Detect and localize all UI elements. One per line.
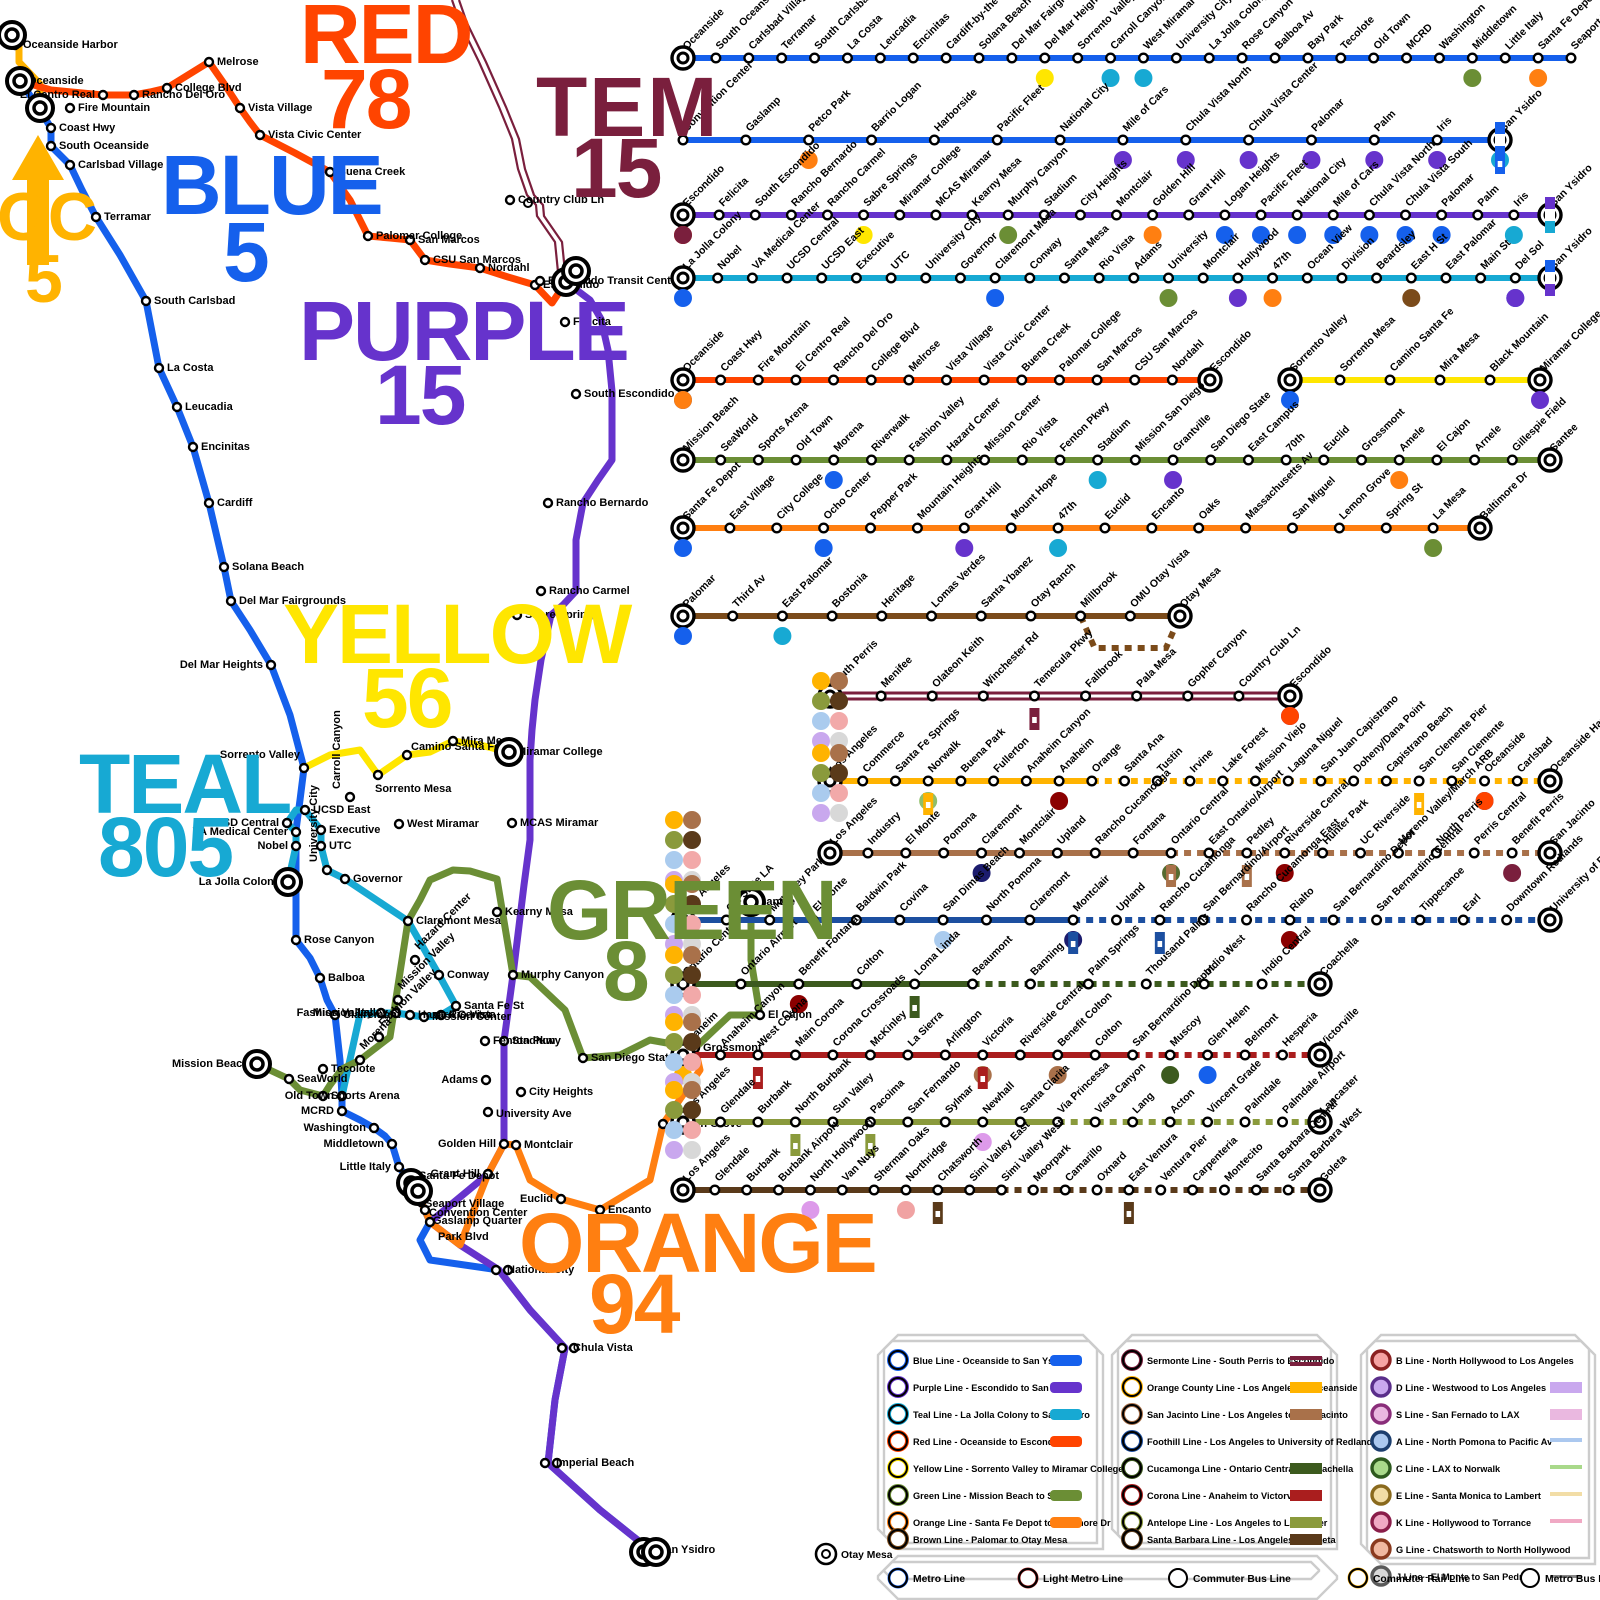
- svg-text:Sorrento Mesa: Sorrento Mesa: [375, 783, 452, 795]
- svg-text:A Line - North Pomona to Pacif: A Line - North Pomona to Pacific Av: [1396, 1437, 1553, 1447]
- svg-text:Old Town: Old Town: [285, 1090, 335, 1102]
- svg-text:5: 5: [25, 241, 61, 317]
- svg-text:8: 8: [603, 924, 648, 1018]
- svg-text:Del Mar Heights: Del Mar Heights: [180, 659, 263, 671]
- svg-text:Melrose: Melrose: [217, 56, 259, 68]
- svg-text:Metro Bus Line: Metro Bus Line: [1545, 1574, 1600, 1585]
- svg-text:ORANGE: ORANGE: [519, 1196, 876, 1290]
- svg-text:Carlsbad Village: Carlsbad Village: [78, 159, 163, 171]
- svg-text:Fashion Valley: Fashion Valley: [297, 1007, 374, 1019]
- svg-text:Metro Line: Metro Line: [913, 1574, 965, 1585]
- svg-text:56: 56: [362, 651, 451, 745]
- svg-text:5: 5: [223, 205, 268, 299]
- svg-text:Blue Line - Oceanside to San Y: Blue Line - Oceanside to San Ysidro: [913, 1356, 1071, 1366]
- svg-text:15: 15: [571, 121, 661, 215]
- svg-text:Encinitas: Encinitas: [201, 441, 250, 453]
- svg-text:Nobel: Nobel: [257, 840, 288, 852]
- svg-text:Orange County Line - Los Angel: Orange County Line - Los Angeles to Ocea…: [1147, 1383, 1358, 1393]
- svg-text:78: 78: [321, 52, 411, 146]
- svg-text:YELLOW: YELLOW: [283, 587, 633, 681]
- svg-text:15: 15: [375, 348, 465, 442]
- svg-text:Vista Village: Vista Village: [248, 102, 312, 114]
- svg-text:Cardiff: Cardiff: [217, 497, 253, 509]
- svg-text:D Line - Westwood to Los Angel: D Line - Westwood to Los Angeles: [1396, 1383, 1546, 1393]
- svg-text:Commuter Bus Line: Commuter Bus Line: [1193, 1574, 1291, 1585]
- svg-text:University City: University City: [308, 784, 320, 862]
- svg-text:Fire Mountain: Fire Mountain: [78, 102, 150, 114]
- svg-text:MCAS Miramar: MCAS Miramar: [520, 817, 599, 829]
- svg-text:G Line - Chatsworth to North H: G Line - Chatsworth to North Hollywood: [1396, 1545, 1571, 1555]
- svg-text:South Escondido: South Escondido: [584, 388, 675, 400]
- svg-text:Balboa: Balboa: [328, 972, 366, 984]
- svg-text:Miramar College: Miramar College: [517, 746, 603, 758]
- svg-text:Claremont Mesa: Claremont Mesa: [416, 915, 502, 927]
- svg-text:Terramar: Terramar: [104, 211, 152, 223]
- svg-text:S Line - San Fernado to LAX: S Line - San Fernado to LAX: [1396, 1410, 1520, 1420]
- svg-text:San Diego State: San Diego State: [591, 1052, 675, 1064]
- svg-text:University Ave: University Ave: [496, 1108, 572, 1120]
- svg-text:Stadium: Stadium: [512, 1035, 556, 1047]
- svg-text:Governor: Governor: [353, 873, 403, 885]
- svg-text:Park Blvd: Park Blvd: [438, 1231, 489, 1243]
- svg-text:Red Line - Oceanside to Escond: Red Line - Oceanside to Escondido: [913, 1437, 1068, 1447]
- svg-text:805: 805: [98, 800, 232, 894]
- svg-text:Light Metro Line: Light Metro Line: [1043, 1574, 1123, 1585]
- svg-text:Rose Canyon: Rose Canyon: [304, 934, 375, 946]
- svg-text:Solana Beach: Solana Beach: [232, 561, 304, 573]
- svg-text:Corona Line - Anaheim to Victo: Corona Line - Anaheim to Victorville: [1147, 1491, 1305, 1501]
- svg-text:La Costa: La Costa: [167, 362, 214, 374]
- svg-text:B Line - North Hollywood to Lo: B Line - North Hollywood to Los Angeles: [1396, 1356, 1574, 1366]
- svg-text:Commuter Rail Line: Commuter Rail Line: [1373, 1574, 1471, 1585]
- svg-text:Mission Beach: Mission Beach: [172, 1058, 249, 1070]
- svg-text:Golden Hill: Golden Hill: [438, 1138, 496, 1150]
- svg-text:Montclair: Montclair: [524, 1139, 574, 1151]
- svg-text:Murphy Canyon: Murphy Canyon: [521, 969, 604, 981]
- svg-text:BLUE: BLUE: [161, 138, 382, 232]
- svg-text:UTC: UTC: [329, 840, 352, 852]
- svg-text:Oceanside Harbor: Oceanside Harbor: [23, 39, 118, 51]
- svg-text:Tecolote: Tecolote: [331, 1063, 375, 1075]
- svg-text:Imperial Beach: Imperial Beach: [556, 1457, 635, 1469]
- svg-text:UCSD East: UCSD East: [313, 804, 371, 816]
- svg-text:Sports Arena: Sports Arena: [331, 1090, 401, 1102]
- svg-text:Grant Hill: Grant Hill: [430, 1168, 480, 1180]
- svg-text:Adams: Adams: [441, 1074, 478, 1086]
- svg-text:E Line - Santa Monica to Lambe: E Line - Santa Monica to Lambert: [1396, 1491, 1541, 1501]
- svg-text:Nordahl: Nordahl: [488, 262, 530, 274]
- svg-text:Middletown: Middletown: [324, 1138, 385, 1150]
- svg-text:Carroll Canyon: Carroll Canyon: [331, 710, 343, 789]
- svg-text:Little Italy: Little Italy: [340, 1161, 392, 1173]
- svg-text:Leucadia: Leucadia: [185, 401, 234, 413]
- svg-text:Coast Hwy: Coast Hwy: [59, 122, 116, 134]
- svg-text:94: 94: [589, 1257, 681, 1351]
- svg-text:West Miramar: West Miramar: [407, 818, 480, 830]
- svg-text:San Marcos: San Marcos: [418, 234, 480, 246]
- svg-text:Foothill Line - Los Angeles to: Foothill Line - Los Angeles to Universit…: [1147, 1437, 1377, 1447]
- svg-text:Washington: Washington: [303, 1122, 366, 1134]
- svg-text:Santa Fe St: Santa Fe St: [464, 1000, 524, 1012]
- svg-text:K Line - Hollywood to Torrance: K Line - Hollywood to Torrance: [1396, 1518, 1531, 1528]
- svg-text:City Heights: City Heights: [529, 1086, 593, 1098]
- svg-text:C Line - LAX to Norwalk: C Line - LAX to Norwalk: [1396, 1464, 1501, 1474]
- svg-text:Gaslamp Quarter: Gaslamp Quarter: [433, 1215, 523, 1227]
- svg-text:Otay Mesa: Otay Mesa: [841, 1550, 893, 1561]
- svg-text:MCRD: MCRD: [301, 1105, 334, 1117]
- svg-text:Brown Line - Palomar to Otay M: Brown Line - Palomar to Otay Mesa: [913, 1535, 1068, 1545]
- svg-text:Yellow Line - Sorrento Valley: Yellow Line - Sorrento Valley to Miramar…: [913, 1464, 1123, 1474]
- svg-text:College Blvd: College Blvd: [175, 82, 242, 94]
- svg-text:Oceanside: Oceanside: [28, 75, 84, 87]
- svg-text:South Oceanside: South Oceanside: [59, 140, 149, 152]
- svg-text:Executive: Executive: [329, 824, 380, 836]
- svg-text:Rancho Bernardo: Rancho Bernardo: [556, 497, 649, 509]
- svg-text:Cucamonga Line - Ontario Centr: Cucamonga Line - Ontario Central to Coac…: [1147, 1464, 1354, 1474]
- svg-text:GREEN: GREEN: [547, 863, 836, 957]
- svg-text:Conway: Conway: [447, 969, 490, 981]
